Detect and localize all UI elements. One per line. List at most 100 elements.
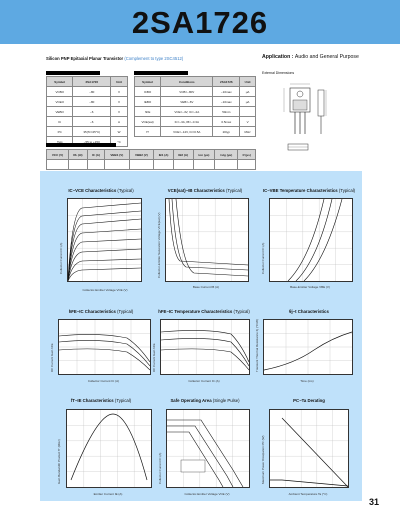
chart-title: fT−IE Characteristics (Typical): [48, 398, 154, 403]
device-type: Silicon PNP Epitaxial Planar Transistor: [46, 56, 124, 61]
abs-max-header-cell: Symbol: [45, 76, 74, 87]
switch-header-cell: IB2 (A): [172, 149, 194, 160]
x-axis-label: Collector-Emitter Voltage VCE (V): [184, 492, 230, 496]
chart-title: θj−t Characteristics: [256, 309, 362, 314]
elec-char-section-label: [134, 71, 188, 75]
application-line: Application : Audio and General Purpose: [262, 54, 359, 60]
part-number-title: 2SA1726: [131, 5, 269, 40]
chart-typ-text: (Single Pulse): [212, 398, 240, 403]
x-axis-label: Collector Current IC (A): [188, 379, 220, 383]
vcesat-ib-curves: [166, 198, 249, 281]
switch-header-cell: VBB2 (V): [128, 149, 155, 160]
chart-title-text: hFE−IC Temperature Characteristics: [158, 309, 233, 314]
table-cell: V: [110, 86, 128, 97]
soa-curves: [167, 410, 249, 488]
table-row: VCBO −80 V: [45, 86, 128, 97]
table-row: VCE(sat) IC=−3A, IB=−0.3A 0.5max V: [133, 116, 256, 127]
switch-header-cell: IB1 (A): [153, 149, 174, 160]
chart-title: IC−VCE Characteristics (Typical): [48, 188, 154, 193]
package-outline-drawing: [283, 83, 327, 151]
x-axis-label: Base-Emitter Voltage VBE (V): [290, 285, 330, 289]
table-cell: [237, 159, 256, 170]
ic-vce-plot: [67, 198, 142, 282]
table-row: VCEO −80 V: [45, 96, 128, 107]
table-cell: [239, 106, 256, 117]
chart-title: Safe Operating Area (Single Pulse): [152, 398, 258, 403]
table-cell: −10max: [212, 96, 241, 107]
y-axis-label: Collector Current IC (A): [261, 242, 265, 274]
table-cell: −6: [72, 116, 112, 127]
thermal-resistance-plot: [263, 319, 353, 375]
elec-char-header-row: Symbol Conditions 2SA1726 Unit: [133, 76, 256, 87]
table-cell: V: [110, 96, 128, 107]
switch-header-cell: tstg (μs): [214, 149, 239, 160]
abs-max-header-row: Symbol 2SA1726 Unit: [45, 76, 128, 87]
table-cell: MHz: [239, 126, 256, 137]
chart-title-text: IC−VBE Temperature Characteristics: [262, 188, 338, 193]
chart-title: PC−Ta Derating: [256, 398, 362, 403]
chart-title: hFE−IC Characteristics (Typical): [48, 309, 154, 314]
table-cell: VCE=−4V, IC=−2A: [160, 106, 214, 117]
table-cell: VCE(sat): [133, 116, 162, 127]
ft-ie-plot: [66, 409, 152, 488]
x-axis-label: Emitter Current IE (A): [93, 492, 123, 496]
table-cell: VCEO: [45, 96, 74, 107]
table-row: hFE VCE=−4V, IC=−2A 50min: [133, 106, 256, 117]
safe-operating-area-plot: [166, 409, 250, 488]
table-cell: [104, 159, 130, 170]
y-axis-label: Collector-Emitter Saturation Voltage VCE…: [157, 212, 161, 278]
x-axis-label: Base Current IB (A): [192, 285, 220, 289]
chart-title-text: hFE−IC Characteristics: [68, 309, 116, 314]
chart-title-text: IC−VCE Characteristics: [68, 188, 117, 193]
switching-header-row: VCC (V) RL (Ω) IC (A) VBB1 (V) VBB2 (V) …: [46, 149, 256, 160]
table-cell: −6: [72, 106, 112, 117]
device-description: Silicon PNP Epitaxial Planar Transistor …: [46, 56, 183, 61]
switch-header-cell: ton (μs): [192, 149, 216, 160]
switch-header-cell: VCC (V): [46, 149, 69, 160]
table-row: VEBO −6 V: [45, 106, 128, 117]
ic-vbe-curves: [270, 198, 352, 282]
table-cell: VCE=−12V, IC=0.5A: [160, 126, 214, 137]
page-number: 31: [369, 497, 380, 507]
chart-title-text: Safe Operating Area: [170, 398, 212, 403]
abs-max-table: Symbol 2SA1726 Unit VCBO −80 V VCEO −80 …: [45, 76, 128, 147]
ext-dim-label: External Dimensions: [262, 71, 295, 75]
y-axis-label: DC Current Gain hFE: [152, 343, 156, 372]
chart-title: VCE(sat)−IB Characteristics (Typical): [152, 188, 258, 193]
abs-max-header-cell: Unit: [110, 76, 128, 87]
hfe-ic-plot: [58, 319, 151, 375]
hfe-ic-temp-plot: [160, 319, 250, 375]
thermal-resistance-curve: [263, 320, 353, 374]
table-row: fT VCE=−12V, IC=0.5A 20typ MHz: [133, 126, 256, 137]
table-cell: V: [110, 106, 128, 117]
ic-vbe-plot: [269, 198, 353, 282]
elec-header-cell: Conditions: [160, 76, 214, 87]
chart-typ-text: (Typical): [117, 188, 134, 193]
elec-char-table: Symbol Conditions 2SA1726 Unit ICBO VCB=…: [133, 76, 256, 137]
table-cell: IC=−3A, IB=−0.3A: [160, 116, 214, 127]
chart-typ-text: (Typical): [338, 188, 356, 193]
table-cell: A: [110, 116, 128, 127]
chart-title: hFE−IC Temperature Characteristics (Typi…: [150, 309, 258, 314]
elec-header-cell: Unit: [239, 76, 256, 87]
chart-typ-text: (Typical): [233, 309, 250, 314]
table-cell: °C: [110, 136, 128, 147]
x-axis-label: Collector-Emitter Voltage VCE (V): [82, 288, 128, 292]
table-cell: [214, 159, 239, 170]
pc-ta-derating-lines: [270, 410, 349, 488]
table-cell: [68, 159, 88, 170]
application-value: Audio and General Purpose: [294, 54, 359, 60]
hfe-ic-curves: [58, 320, 151, 374]
table-cell: μA: [239, 96, 256, 107]
table-cell: 20typ: [212, 126, 241, 137]
switch-header-cell: tf (μs): [237, 149, 256, 160]
abs-max-section-label: [46, 71, 100, 75]
y-axis-label: Collector Current IC (A): [59, 242, 63, 274]
table-cell: fT: [133, 126, 162, 137]
chart-title-text: θj−t Characteristics: [289, 309, 329, 314]
table-row: IC −6 A: [45, 116, 128, 127]
table-cell: VEBO: [45, 106, 74, 117]
table-cell: 0.5max: [212, 116, 241, 127]
y-axis-label: Collector Current IC (A): [158, 452, 162, 484]
switching-section-label: [46, 143, 116, 147]
